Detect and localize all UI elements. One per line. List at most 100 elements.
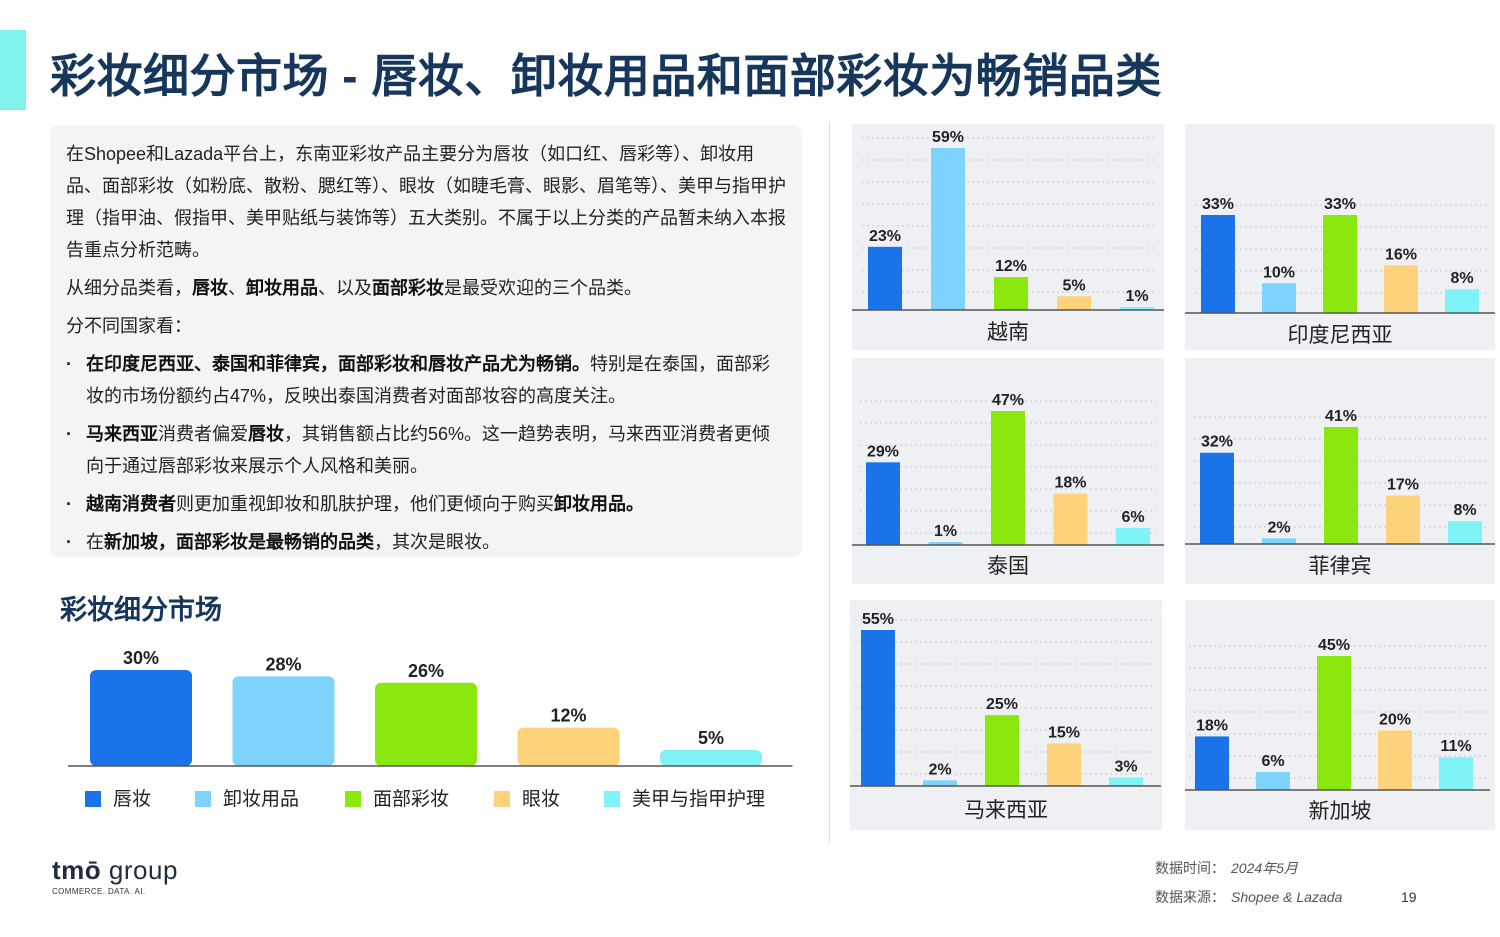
bar <box>1195 736 1229 790</box>
data-label: 20% <box>1379 711 1411 728</box>
data-label: 45% <box>1318 637 1350 654</box>
legend-label: 唇妆 <box>113 789 152 810</box>
chart-legend: 唇妆 卸妆用品 面部彩妆 眼妆 美甲与指甲护理 <box>85 784 805 812</box>
legend-swatch <box>85 791 101 807</box>
data-label: 18% <box>1054 475 1086 492</box>
data-label: 2% <box>1267 519 1290 536</box>
data-label: 12% <box>550 706 586 726</box>
data-label: 26% <box>408 661 444 681</box>
bar <box>923 780 957 786</box>
bar <box>660 750 762 766</box>
text-run-bold: 在印度尼西亚、泰国和菲律宾，面部彩妆和唇妆产品尤为畅销。 <box>86 354 590 374</box>
logo-tagline: COMMERCE. DATA. AI. <box>52 887 146 896</box>
meta-label: 数据来源： <box>1155 889 1225 905</box>
meta-value: Shopee & Lazada <box>1231 889 1343 905</box>
bar <box>931 148 965 310</box>
tmo-group-logo: tmō group COMMERCE. DATA. AI. <box>52 855 178 896</box>
text-run: 则更加重视卸妆和肌肤护理，他们更倾向于购买 <box>176 494 554 514</box>
country-title: 越南 <box>987 321 1029 344</box>
data-label: 18% <box>1196 717 1228 734</box>
text-run: ，其次是眼妆。 <box>374 532 500 552</box>
data-label: 1% <box>934 523 957 540</box>
bar <box>232 676 335 766</box>
text-run: ，其销售额占比约56%。这一趋势表明，马来西亚消费者更倾向于通过唇部彩妆来展示个… <box>86 424 771 476</box>
text-run-bold: 卸妆用品。 <box>554 494 644 514</box>
bar <box>1378 730 1412 790</box>
data-source: 数据来源： Shopee & Lazada <box>1155 887 1342 907</box>
data-label: 11% <box>1440 738 1471 755</box>
legend-swatch <box>604 791 620 807</box>
bar <box>994 277 1028 310</box>
text-run: 是最受欢迎的三个品类。 <box>444 278 642 298</box>
text-run-bold: 新加坡，面部彩妆是最畅销的品类 <box>104 532 374 552</box>
bar <box>1256 772 1290 790</box>
legend-item-eye: 眼妆 <box>494 784 560 811</box>
country-bullets: 在印度尼西亚、泰国和菲律宾，面部彩妆和唇妆产品尤为畅销。特别是在泰国，面部彩妆的… <box>66 348 786 558</box>
data-label: 5% <box>698 728 724 748</box>
country-chart-thailand: 29% 1% 47% 18% 6% 泰国 <box>852 358 1164 584</box>
country-title: 泰国 <box>987 555 1029 578</box>
data-label: 17% <box>1387 476 1419 493</box>
legend-label: 美甲与指甲护理 <box>632 789 766 810</box>
bar <box>1057 296 1091 310</box>
bar <box>928 542 963 545</box>
bar <box>517 727 620 766</box>
bar <box>1317 656 1351 790</box>
column-divider <box>829 122 830 842</box>
data-label: 16% <box>1385 246 1417 263</box>
bar <box>1384 265 1418 313</box>
segment-chart-title: 彩妆细分市场 <box>60 595 222 625</box>
bar <box>1047 743 1081 786</box>
chart-background <box>850 600 1162 830</box>
legend-item-lip: 唇妆 <box>85 784 151 811</box>
data-label: 25% <box>986 696 1018 713</box>
text-run-bold: 越南消费者 <box>86 494 176 514</box>
bar <box>985 715 1019 786</box>
data-label: 12% <box>995 258 1027 275</box>
logo-text: tmō <box>52 855 102 885</box>
bar <box>1323 215 1357 313</box>
legend-swatch <box>345 791 361 807</box>
bar <box>1053 493 1088 545</box>
bullet-malaysia: 马来西亚消费者偏爱唇妆，其销售额占比约56%。这一趋势表明，马来西亚消费者更倾向… <box>66 418 786 482</box>
text-run: 从细分品类看， <box>66 278 192 298</box>
data-label: 33% <box>1324 196 1356 213</box>
legend-item-face: 面部彩妆 <box>345 784 449 811</box>
bar <box>1386 495 1420 544</box>
bar <box>1324 427 1358 544</box>
data-date: 数据时间： 2024年5月 <box>1155 858 1298 878</box>
legend-swatch <box>494 791 510 807</box>
data-label: 15% <box>1048 724 1080 741</box>
data-label: 32% <box>1201 434 1233 451</box>
country-chart-philippines: 32% 2% 41% 17% 8% 菲律宾 <box>1185 358 1495 584</box>
data-label: 10% <box>1263 264 1295 281</box>
text-run-bold: 面部彩妆 <box>372 278 444 298</box>
data-label: 3% <box>1114 758 1137 775</box>
title-accent-bar <box>0 30 26 110</box>
bar <box>868 246 902 310</box>
text-run-bold: 卸妆用品 <box>246 278 318 298</box>
country-chart-vietnam: 23% 59% 12% 5% 1% 越南 <box>852 124 1164 350</box>
data-label: 8% <box>1453 502 1476 519</box>
text-run: 、以及 <box>318 278 372 298</box>
bullet-vietnam: 越南消费者则更加重视卸妆和肌肤护理，他们更倾向于购买卸妆用品。 <box>66 488 786 520</box>
bar <box>866 462 900 545</box>
intro-textbox: 在Shopee和Lazada平台上，东南亚彩妆产品主要分为唇妆（如口红、唇彩等）… <box>50 125 802 558</box>
text-run-bold: 唇妆 <box>248 424 284 444</box>
data-label: 59% <box>932 129 964 146</box>
meta-label: 数据时间： <box>1155 860 1225 876</box>
bar <box>1120 307 1154 310</box>
bar <box>1116 527 1150 545</box>
country-title: 新加坡 <box>1309 800 1372 823</box>
data-label: 33% <box>1202 196 1234 213</box>
country-title: 马来西亚 <box>964 799 1048 822</box>
bar <box>1200 452 1234 544</box>
page-number: 19 <box>1401 889 1417 905</box>
text-run-bold: 马来西亚 <box>86 424 158 444</box>
text-run: 消费者偏爱 <box>158 424 248 444</box>
bar <box>991 411 1025 545</box>
legend-label: 面部彩妆 <box>373 789 450 810</box>
data-label: 23% <box>869 228 901 245</box>
data-label: 29% <box>867 443 899 460</box>
legend-swatch <box>195 791 211 807</box>
